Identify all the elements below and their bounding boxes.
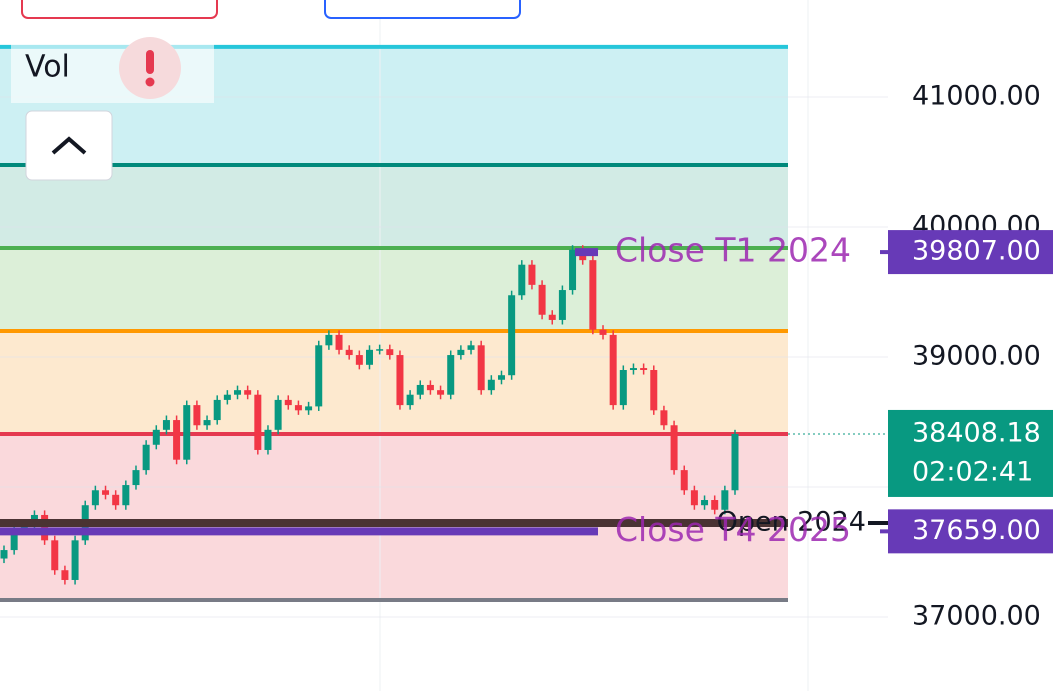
candle-body (173, 420, 181, 460)
candle-body (599, 329, 607, 335)
candle-body (629, 368, 637, 371)
countdown-label: 02:02:41 (912, 456, 1033, 487)
candle-body (284, 399, 292, 406)
candle-body (406, 394, 414, 406)
candle-body (670, 425, 678, 471)
candle-body (477, 345, 485, 391)
price-badge-label: 39807.00 (912, 236, 1041, 267)
candle-body (711, 500, 719, 510)
candle-body (193, 405, 201, 426)
last-price-badge (888, 409, 1053, 497)
line-label: Open 2024 (717, 507, 866, 538)
y-tick-label: 41000.00 (912, 80, 1041, 111)
candle-body (294, 405, 302, 411)
candle-body (61, 570, 69, 580)
candle-body (508, 295, 516, 376)
candle-body (162, 420, 170, 430)
candle-body (345, 349, 353, 356)
candle-body (355, 355, 363, 365)
candle-body (548, 314, 556, 320)
candle-body (254, 394, 262, 450)
candle-body (416, 384, 424, 395)
candle-body (51, 540, 59, 571)
candle-body (325, 334, 333, 346)
candle-body (315, 345, 323, 407)
candle-body (609, 334, 617, 406)
candle-body (142, 444, 150, 471)
candle-body (487, 379, 495, 391)
candle-body (558, 290, 566, 320)
candle-body (305, 406, 313, 411)
candle-body (183, 405, 191, 460)
candle-body (366, 349, 373, 365)
candle-body (589, 260, 597, 330)
price-badge (888, 509, 1053, 554)
candle-body (497, 375, 505, 380)
collapse-icon (51, 136, 87, 155)
candle-body (396, 355, 404, 406)
candle-body (213, 399, 221, 421)
candle-body (528, 264, 536, 285)
candle-body (701, 500, 709, 506)
candle-body (457, 349, 465, 356)
warning-dot (145, 77, 155, 87)
candle-body (660, 410, 668, 426)
candle-body (20, 524, 28, 530)
candle-body (569, 249, 577, 291)
candle-body (274, 399, 282, 430)
candle-body (102, 490, 110, 495)
candle-body (731, 433, 739, 491)
candle-body (223, 394, 231, 400)
candle-body (335, 334, 343, 350)
candle-body (112, 494, 120, 506)
candle-body (122, 485, 130, 506)
candle-body (538, 284, 546, 315)
candle-body (386, 349, 394, 356)
candle-body (619, 370, 627, 406)
y-tick-label: 39000.00 (912, 341, 1041, 372)
candle-body (71, 540, 79, 580)
line-label: Close T1 2024 (615, 231, 851, 270)
zone (0, 433, 788, 600)
candle-body (467, 345, 475, 350)
candle-body (264, 429, 272, 450)
candle-body (132, 470, 140, 486)
last-price-label: 38408.18 (912, 417, 1041, 448)
candle-body (234, 390, 242, 395)
line-label: Close T4 2025 (615, 510, 851, 549)
candle-body (680, 470, 688, 491)
candle-body (650, 370, 658, 411)
candle-body (426, 384, 434, 391)
candle-body (152, 429, 160, 445)
candle-body (721, 490, 729, 510)
zone (0, 164, 788, 249)
candle-body (376, 349, 384, 351)
candle-body (203, 420, 211, 426)
candle-body (690, 490, 698, 506)
candle-body (91, 490, 99, 506)
toolbar-button[interactable] (21, 0, 218, 19)
candle-body (640, 368, 648, 371)
y-tick-label: 37000.00 (912, 601, 1041, 632)
collapse-button[interactable] (25, 110, 113, 181)
warning-mark (146, 50, 154, 74)
candle-body (10, 529, 18, 551)
price-badge-label: 37659.00 (912, 515, 1041, 546)
candle-body (437, 390, 445, 395)
candle-body (518, 264, 526, 296)
candle-body (244, 390, 252, 395)
indicator-name[interactable]: Vol (25, 50, 70, 85)
candle-body (0, 550, 8, 559)
price-badge (888, 230, 1053, 275)
candle-body (447, 355, 455, 395)
toolbar-button[interactable] (324, 0, 521, 19)
zone (0, 248, 788, 332)
zone (0, 331, 788, 434)
